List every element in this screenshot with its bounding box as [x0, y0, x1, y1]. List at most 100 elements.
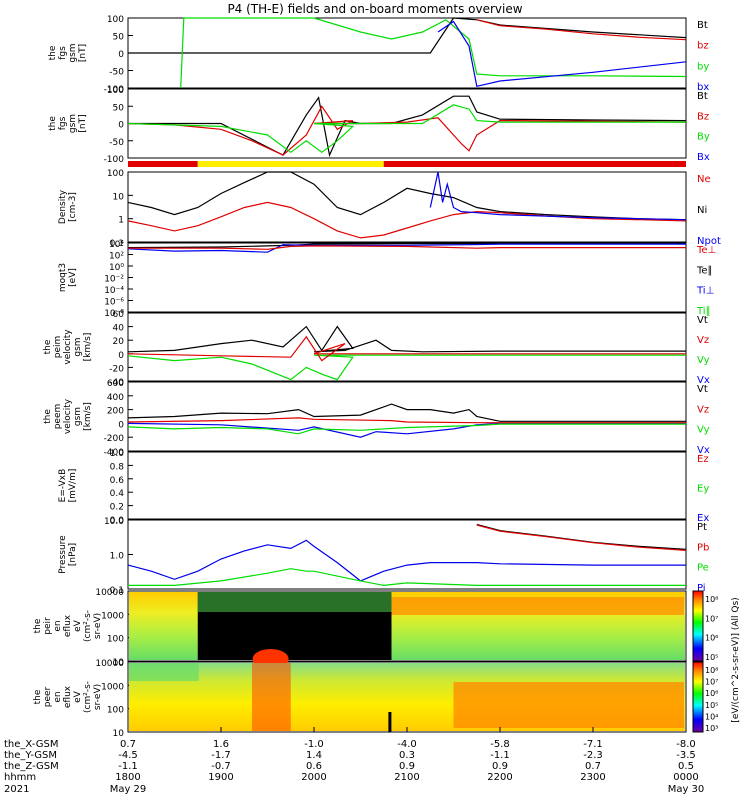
ytick-label: 0.4	[110, 489, 125, 499]
legend-label: Vx	[697, 445, 710, 456]
ylabel-line: [nT]	[78, 114, 88, 132]
xaxis-row-label: the_Z-GSM	[4, 761, 59, 772]
ylabel-line: [km/s]	[83, 333, 93, 362]
ylabel-group-6: E=-VxB [mV/m]	[58, 469, 78, 503]
ytick-label: 10⁻⁴	[104, 286, 124, 296]
ytick-label: 1000	[101, 611, 124, 621]
ylabel-line: peem	[53, 404, 63, 430]
ytick-label: 200	[107, 407, 124, 417]
series-line-By	[127, 104, 686, 154]
ylabel-group-0: the fgs gsm [nT]	[48, 43, 88, 62]
ytick-label: 1	[118, 216, 124, 226]
ylabel-line: [mV/m]	[68, 469, 78, 503]
panel-frame-3	[127, 242, 687, 313]
ytick-label: 0.6	[110, 476, 125, 486]
series-line-Vy	[127, 354, 686, 381]
mode-bar-slow	[128, 161, 198, 167]
xaxis-value: 1900	[208, 772, 233, 783]
ylabel-line: the	[48, 45, 58, 60]
xaxis-value: -1.1	[118, 761, 138, 772]
xaxis-value: -4.5	[118, 750, 138, 761]
electron-gap	[388, 712, 392, 732]
legend-label: Vz	[697, 335, 709, 346]
ytick-label: 400	[107, 393, 124, 403]
legend-label: Ez	[697, 454, 709, 465]
legend-label: Ne	[697, 174, 711, 185]
colorbar-tick: 10⁶	[705, 634, 718, 643]
xaxis-value: May 29	[110, 784, 147, 795]
xaxis-value: 2000	[301, 772, 326, 783]
xaxis-value: 0000	[673, 772, 698, 783]
ytick-label: 10²	[109, 252, 124, 262]
legend-label: Pb	[697, 542, 709, 553]
ylabel-line: fgs	[58, 46, 68, 60]
colorbar-tick: 10⁷	[705, 678, 718, 687]
ylabel-line: sr-eV)	[93, 613, 103, 639]
ytick-label: 50	[113, 103, 125, 113]
series-line-Vz	[127, 417, 686, 424]
panel-frame-5	[127, 381, 687, 452]
xaxis-value: 0.7	[585, 761, 601, 772]
series-line-bz	[476, 19, 687, 41]
xaxis-value: May 30	[668, 784, 705, 795]
ylabel-line: the	[48, 116, 58, 131]
ylabel-line: gsm	[68, 43, 78, 62]
colorbar-tick: 10³	[705, 724, 718, 733]
xaxis-value: -1.7	[211, 750, 231, 761]
ion-high-energy-band	[391, 597, 684, 615]
ylabel-line: Density	[58, 189, 68, 224]
xaxis-value: -5.8	[490, 739, 510, 750]
series-line-Npot	[429, 171, 687, 221]
ytick-label: 10⁰	[109, 263, 124, 273]
colorbar-1	[692, 661, 704, 733]
panel-frame-8	[127, 590, 687, 662]
ylabel-line: peer	[43, 686, 53, 707]
legend-label: Ti⊥	[696, 286, 714, 297]
electron-injection	[252, 663, 291, 731]
panel-frame-4	[127, 312, 687, 382]
series-line-Pi	[127, 539, 686, 582]
ylabel-line: the	[43, 339, 53, 354]
ylabel-line: velocity	[63, 398, 73, 434]
colorbar-tick: 10⁵	[705, 701, 718, 710]
legend-label: Bt	[697, 91, 708, 102]
panel-frame-7	[127, 519, 687, 590]
ytick-label: 100	[107, 15, 124, 25]
xaxis-value: -3.5	[676, 750, 696, 761]
xaxis-value: -7.1	[583, 739, 603, 750]
ylabel-line: the	[43, 409, 53, 424]
colorbar-0	[692, 590, 704, 662]
xaxis-value: 1800	[115, 772, 140, 783]
ytick-label: -100	[104, 85, 125, 95]
legend-label: Npot	[697, 236, 721, 247]
xaxis-value: 2100	[394, 772, 419, 783]
ytick-label: 0.2	[110, 503, 124, 513]
ytick-label: 0	[118, 420, 124, 430]
ylabel-line: gsm	[68, 114, 78, 133]
mode-bar-fast	[197, 161, 384, 167]
ylabel-line: gsm	[73, 337, 83, 356]
legend-label: Te∥	[696, 265, 713, 276]
xaxis-value: 1.6	[213, 739, 229, 750]
legend-label: Pe	[697, 563, 709, 574]
series-line-Te	[127, 243, 686, 249]
colorbar-tick: 10⁴	[705, 712, 718, 721]
ylabel-group-5: the peem velocity gsm [km/s]	[43, 398, 93, 434]
series-line-Vt	[127, 325, 686, 353]
xaxis-row-label: the_Y-GSM	[4, 750, 57, 761]
series-line-Pb	[476, 524, 687, 551]
xaxis-value: -1.0	[304, 739, 324, 750]
ylabel-line: (cm²-s-	[83, 681, 93, 713]
mode-bar-slow	[383, 161, 686, 167]
xaxis-row-label: 2021	[4, 784, 29, 795]
ylabel-group-7: Pressure [nPa]	[58, 535, 78, 574]
legend-label: Bz	[697, 111, 709, 122]
ytick-label: 100	[107, 635, 124, 645]
ytick-label: 40	[113, 324, 125, 334]
series-line-by	[180, 17, 687, 89]
xaxis-value: -8.0	[676, 739, 696, 750]
xaxis-row-label: hhmm	[4, 772, 36, 783]
ylabel-group-8: the peir en eflux eV (cm²-s-sr-eV)	[33, 610, 103, 642]
ylabel-line: peim	[53, 336, 63, 359]
electron-hot-region	[453, 682, 684, 728]
